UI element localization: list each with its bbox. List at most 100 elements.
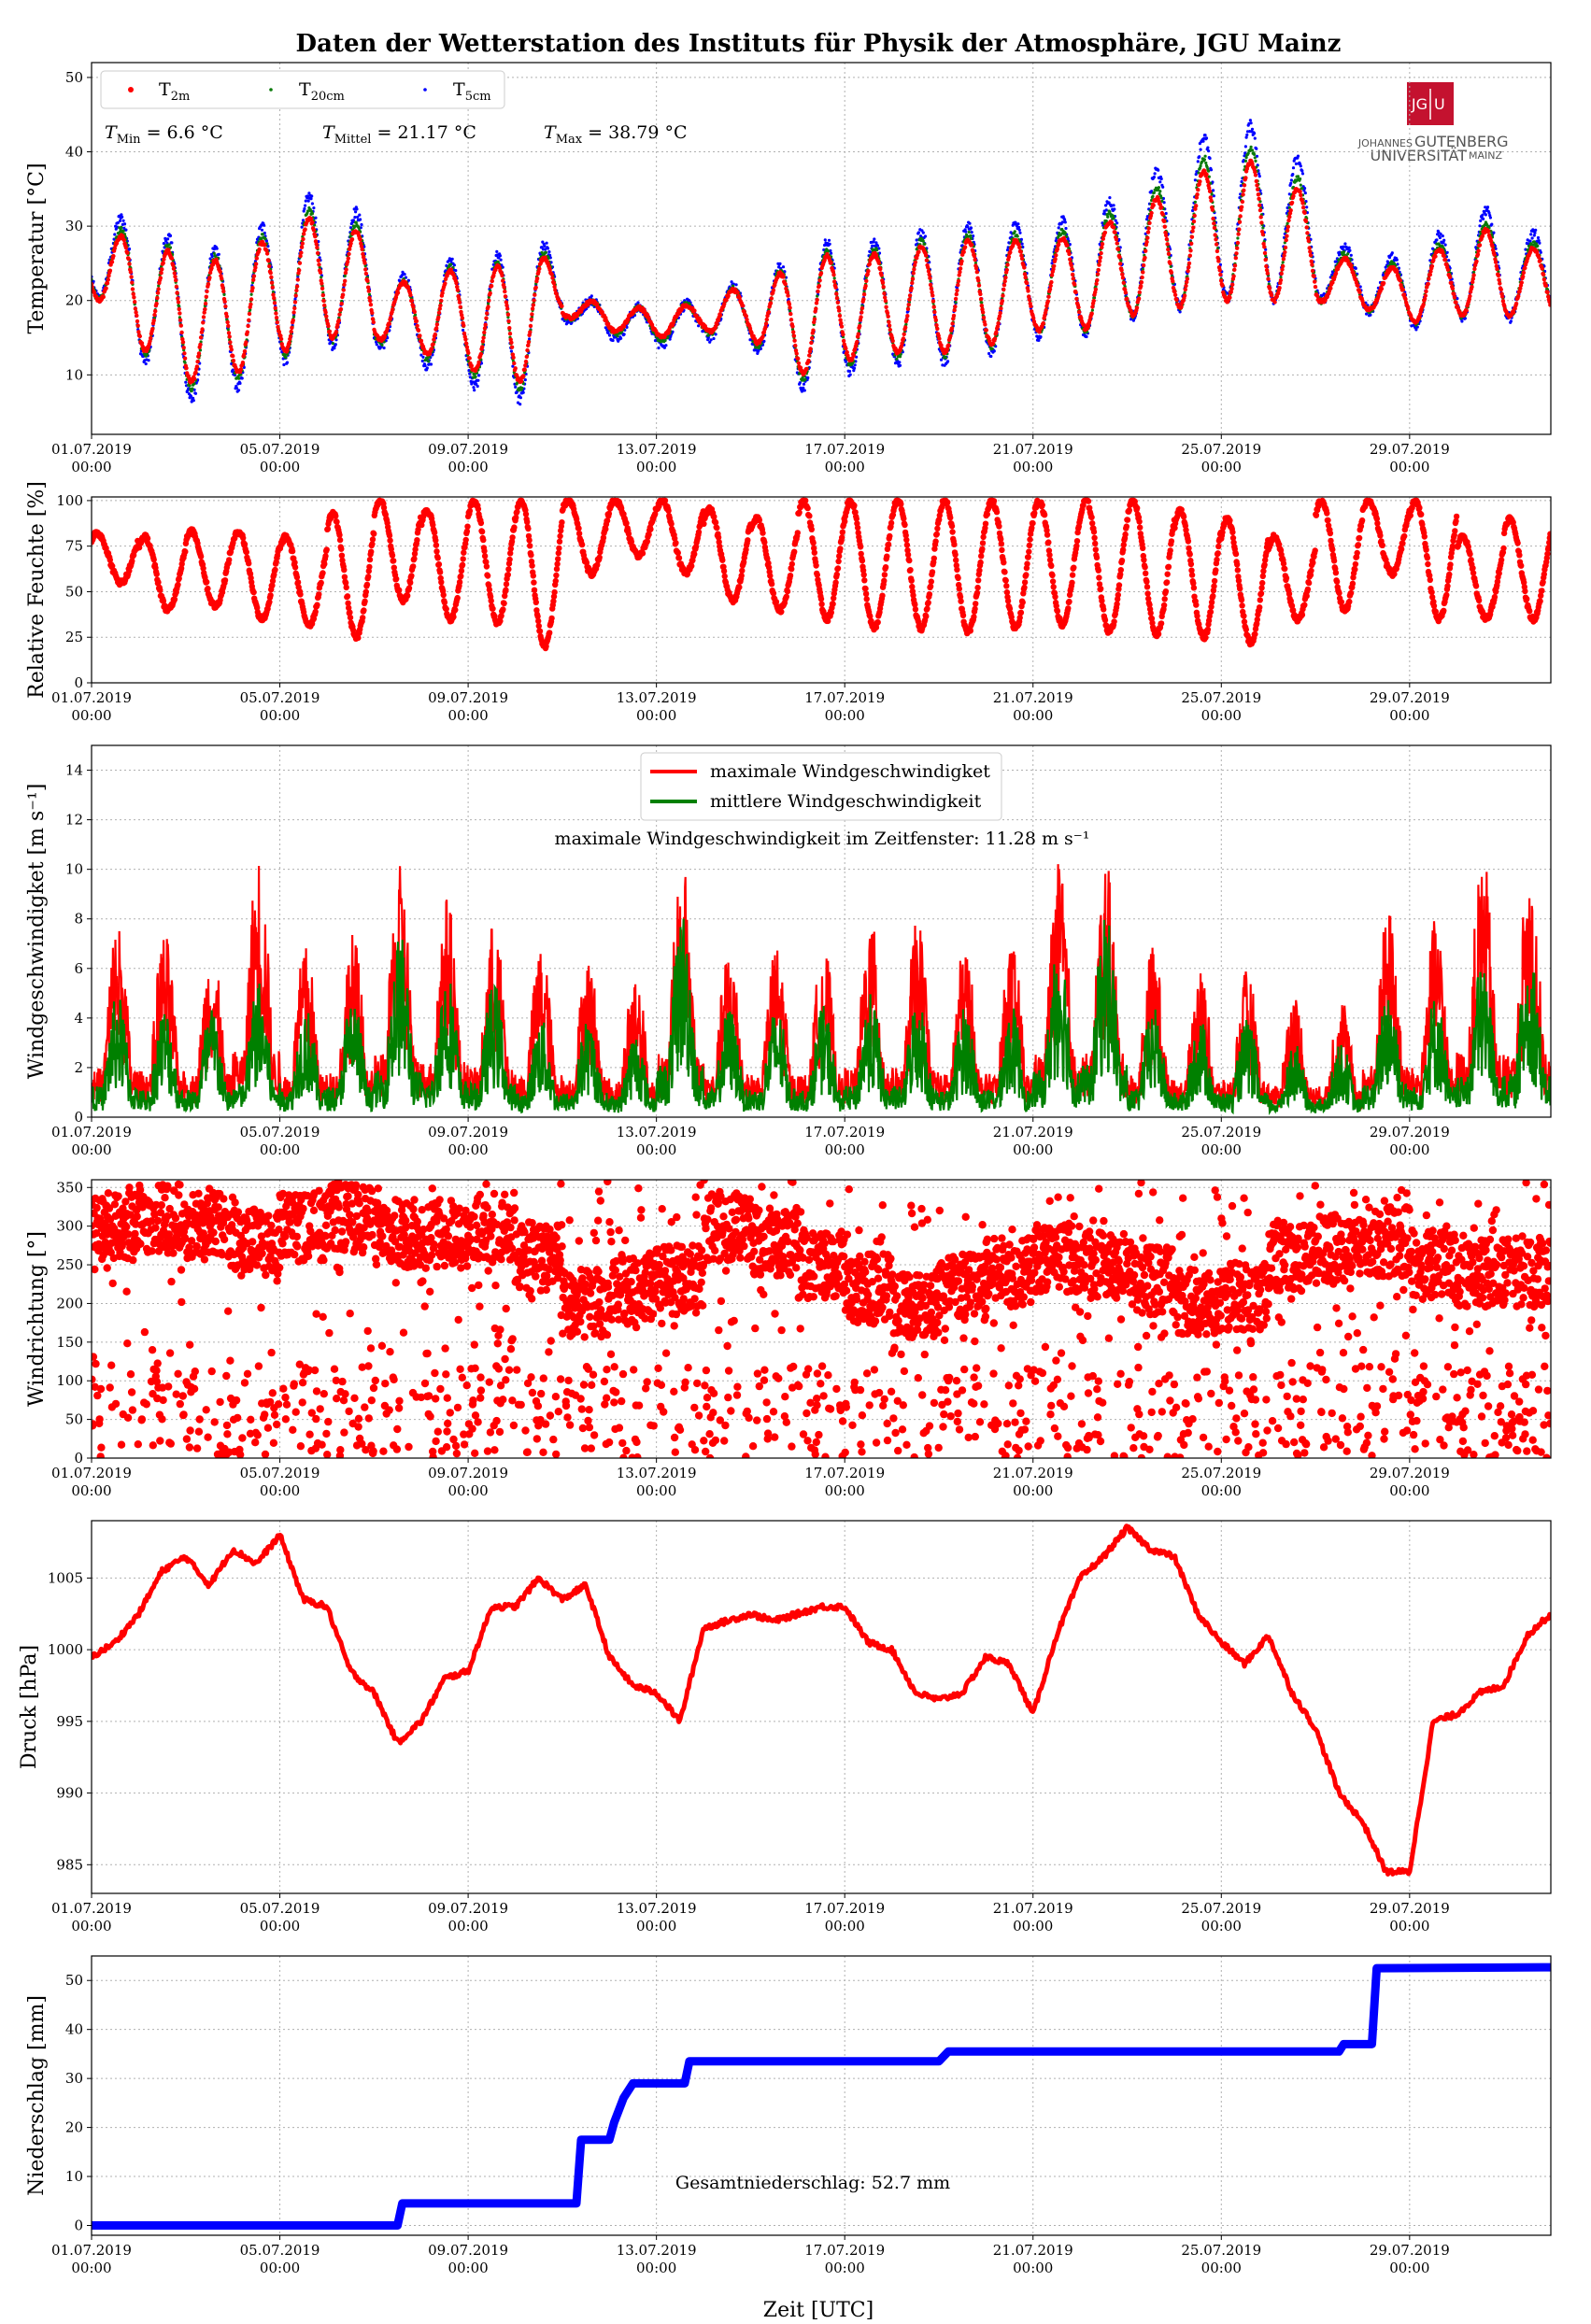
data-point <box>204 294 208 299</box>
data-point <box>121 219 125 222</box>
plot-area-temperature <box>92 119 1551 406</box>
data-point <box>1291 166 1296 170</box>
data-point <box>619 336 623 340</box>
data-point <box>1445 250 1449 254</box>
data-point <box>1248 119 1252 122</box>
data-point <box>449 262 453 266</box>
data-point <box>182 356 188 361</box>
data-point <box>498 254 503 258</box>
data-point <box>1191 208 1195 213</box>
data-point <box>406 278 410 282</box>
data-point <box>269 275 274 279</box>
data-point <box>1104 208 1108 212</box>
data-point <box>1085 334 1088 339</box>
data-point <box>1152 176 1156 179</box>
data-point <box>351 219 355 222</box>
data-point <box>368 298 373 304</box>
data-point <box>111 253 116 259</box>
data-point <box>135 319 140 324</box>
data-point <box>210 254 214 259</box>
data-point <box>706 336 710 340</box>
data-point <box>126 257 131 262</box>
data-point <box>1019 237 1023 241</box>
data-point <box>1202 158 1206 162</box>
data-point <box>1153 172 1157 176</box>
data-point <box>302 209 305 213</box>
data-point <box>429 362 433 366</box>
data-point <box>354 210 358 214</box>
data-point <box>247 311 252 317</box>
data-point <box>249 297 254 302</box>
data-point <box>1157 186 1160 190</box>
data-point <box>1111 214 1115 218</box>
data-point <box>622 333 626 336</box>
data-point <box>299 245 305 249</box>
data-point <box>1414 328 1418 332</box>
data-point <box>416 328 421 333</box>
data-point <box>1441 234 1444 238</box>
data-point <box>1509 319 1513 323</box>
data-point <box>171 262 176 268</box>
data-point <box>990 347 994 350</box>
data-point <box>1016 222 1020 226</box>
data-point <box>130 280 135 285</box>
data-point <box>708 340 712 344</box>
data-point <box>264 239 268 243</box>
data-point <box>518 403 522 406</box>
data-point <box>1208 156 1212 161</box>
data-point <box>923 242 927 246</box>
data-point <box>452 263 456 267</box>
data-point <box>1159 177 1163 181</box>
data-point <box>317 262 321 267</box>
data-point <box>249 292 253 296</box>
data-point <box>1244 135 1248 139</box>
data-point <box>175 290 179 295</box>
data-point <box>380 343 384 347</box>
data-point <box>107 268 113 273</box>
data-point <box>285 347 290 353</box>
data-point <box>1253 132 1257 135</box>
data-point <box>204 299 207 303</box>
data-point <box>816 294 819 298</box>
data-point <box>195 360 200 364</box>
data-point <box>992 349 996 353</box>
data-point <box>921 231 925 234</box>
data-point <box>1289 181 1293 185</box>
data-point <box>523 378 527 382</box>
data-point <box>1151 194 1155 198</box>
data-point <box>272 301 277 305</box>
data-point <box>324 314 329 319</box>
data-point <box>356 215 360 219</box>
data-point <box>253 262 259 266</box>
data-point <box>1039 335 1043 339</box>
data-point <box>311 228 317 233</box>
data-point <box>1169 264 1172 268</box>
data-point <box>989 354 993 359</box>
logo-box-left: JG <box>1411 95 1428 113</box>
data-point <box>203 306 207 312</box>
data-point <box>189 394 193 398</box>
data-point <box>1437 231 1441 234</box>
data-point <box>326 323 331 329</box>
data-point <box>1050 262 1054 265</box>
data-point <box>1299 177 1302 181</box>
data-point <box>365 285 371 290</box>
data-point <box>462 323 466 328</box>
data-point <box>249 302 253 306</box>
data-point <box>250 286 255 290</box>
data-point <box>418 333 422 338</box>
data-point <box>848 373 852 376</box>
figure-title: Daten der Wetterstation des Instituts fü… <box>296 30 1342 58</box>
data-point <box>127 262 132 266</box>
data-point <box>318 270 323 275</box>
data-point <box>336 318 341 323</box>
data-point <box>1539 250 1542 254</box>
data-point <box>130 287 135 291</box>
jgu-logo: JG U JOHANNES GUTENBERG UNIVERSITÄT MAIN… <box>1357 82 1509 164</box>
data-point <box>288 333 293 339</box>
data-point <box>375 343 378 347</box>
data-point <box>1158 180 1162 184</box>
data-point <box>1384 265 1387 269</box>
data-point <box>778 262 782 265</box>
data-point <box>514 385 518 389</box>
